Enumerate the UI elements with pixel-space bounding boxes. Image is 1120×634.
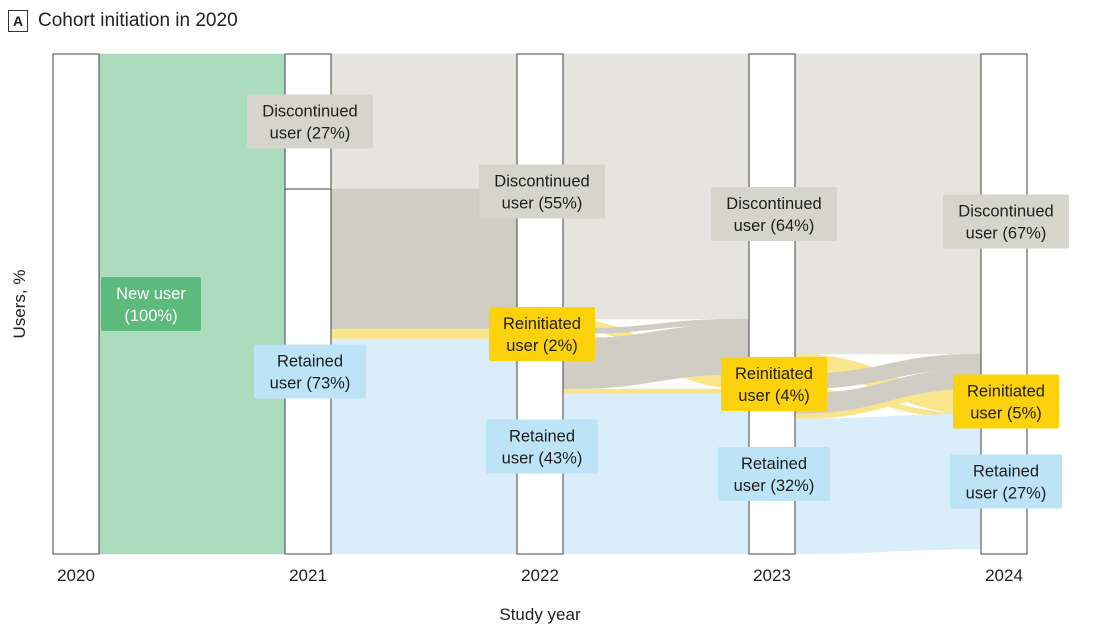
- flows-layer: [98, 53, 982, 555]
- node-box-2021-retained: [254, 344, 366, 399]
- node-box-2023-reinitiated: [721, 357, 827, 411]
- node-box-2024-retained: [950, 454, 1062, 509]
- node-box-2022-reinitiated: [489, 307, 595, 361]
- node-text-2023-retained-1: Retained: [741, 455, 807, 473]
- x-axis-label: Study year: [499, 605, 581, 624]
- node-label-2024-reinitiated: Reinitiated user (5%): [953, 374, 1059, 429]
- node-text-2021-retained-1: Retained: [277, 353, 343, 371]
- node-box-2020-new: [101, 277, 201, 331]
- node-text-2023-reinitiated-1: Reinitiated: [735, 365, 813, 383]
- node-text-2023-reinitiated-2: user (4%): [738, 387, 810, 405]
- node-label-2022-reinitiated: Reinitiated user (2%): [489, 307, 595, 361]
- chart-title: Cohort initiation in 2020: [38, 10, 238, 31]
- node-text-2024-reinitiated-2: user (5%): [970, 405, 1042, 423]
- node-label-2020-new: New user (100%): [101, 277, 201, 331]
- node-text-2020-new-1: New user: [116, 285, 186, 303]
- node-text-2023-retained-2: user (32%): [734, 477, 815, 495]
- node-box-2023-retained: [718, 447, 830, 501]
- node-text-2022-reinitiated-2: user (2%): [506, 337, 578, 355]
- node-text-2024-reinitiated-1: Reinitiated: [967, 383, 1045, 401]
- axis-layer: 2020 2021 2022 2023 2024 Study year Users, %: [10, 270, 1023, 624]
- node-box-2023-discontinued: [711, 187, 837, 241]
- node-label-2024-retained: Retained user (27%): [950, 454, 1062, 509]
- node-text-2022-discontinued-2: user (55%): [502, 195, 583, 213]
- node-text-2023-discontinued-2: user (64%): [734, 217, 815, 235]
- node-text-2021-discontinued-2: user (27%): [270, 125, 351, 143]
- node-text-2021-discontinued-1: Discontinued: [262, 103, 357, 121]
- node-box-2024-reinitiated: [953, 374, 1059, 429]
- x-tick-label-2023: 2023: [753, 566, 791, 585]
- node-text-2024-discontinued-2: user (67%): [966, 225, 1047, 243]
- x-tick-label-2022: 2022: [521, 566, 559, 585]
- node-box-2021-discontinued: [247, 94, 373, 149]
- x-tick-label-2021: 2021: [289, 566, 327, 585]
- node-label-2023-reinitiated: Reinitiated user (4%): [721, 357, 827, 411]
- node-text-2023-discontinued-1: Discontinued: [726, 195, 821, 213]
- node-label-2022-retained: Retained user (43%): [486, 419, 598, 474]
- node-label-2024-discontinued: Discontinued user (67%): [943, 194, 1069, 249]
- node-text-2021-retained-2: user (73%): [270, 375, 351, 393]
- node-box-2022-discontinued: [479, 164, 605, 219]
- node-label-2021-discontinued: Discontinued user (27%): [247, 94, 373, 149]
- x-tick-label-2020: 2020: [57, 566, 95, 585]
- year-bar-2020: [52, 53, 100, 555]
- node-text-2024-retained-1: Retained: [973, 463, 1039, 481]
- node-label-2022-discontinued: Discontinued user (55%): [479, 164, 605, 219]
- node-text-2024-retained-2: user (27%): [966, 485, 1047, 503]
- node-text-2024-discontinued-1: Discontinued: [958, 203, 1053, 221]
- node-label-2021-retained: Retained user (73%): [254, 344, 366, 399]
- node-label-2023-discontinued: Discontinued user (64%): [711, 187, 837, 241]
- node-label-2023-retained: Retained user (32%): [718, 447, 830, 501]
- node-box-2024-discontinued: [943, 194, 1069, 249]
- x-tick-label-2024: 2024: [985, 566, 1023, 585]
- node-text-2022-discontinued-1: Discontinued: [494, 173, 589, 191]
- year-bar-2022: [516, 53, 564, 555]
- node-text-2020-new-2: (100%): [124, 307, 177, 325]
- panel-header: A Cohort initiation in 2020: [8, 6, 238, 36]
- panel-letter: A: [8, 10, 28, 32]
- y-axis-label: Users, %: [10, 270, 29, 339]
- node-text-2022-retained-2: user (43%): [502, 450, 583, 468]
- node-text-2022-reinitiated-1: Reinitiated: [503, 315, 581, 333]
- node-box-2022-retained: [486, 419, 598, 474]
- node-text-2022-retained-1: Retained: [509, 428, 575, 446]
